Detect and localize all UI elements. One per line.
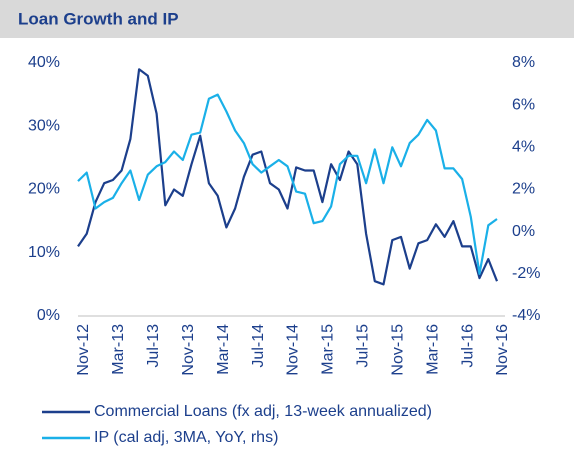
x-tick-label: Mar-13 xyxy=(110,324,127,375)
x-tick-label: Jul-16 xyxy=(459,324,476,368)
y2-tick-label: 2% xyxy=(512,181,535,198)
x-tick-label: Mar-15 xyxy=(320,324,337,375)
x-tick-label: Jul-15 xyxy=(355,324,372,368)
x-tick-label: Nov-13 xyxy=(180,324,197,376)
x-tick-label: Nov-15 xyxy=(389,324,406,376)
title-bar xyxy=(0,0,574,38)
y2-tick-label: -4% xyxy=(512,307,540,324)
y-tick-label: 30% xyxy=(28,117,60,134)
y2-tick-label: 8% xyxy=(512,54,535,71)
y2-tick-label: 0% xyxy=(512,223,535,240)
x-tick-label: Mar-14 xyxy=(215,324,232,375)
x-tick-label: Nov-16 xyxy=(494,324,511,376)
chart-title: Loan Growth and IP xyxy=(18,9,179,28)
x-tick-label: Jul-14 xyxy=(250,324,267,368)
x-tick-label: Mar-16 xyxy=(424,324,441,375)
y-tick-label: 0% xyxy=(37,307,60,324)
legend-label: Commercial Loans (fx adj, 13-week annual… xyxy=(94,403,432,420)
y2-tick-label: -2% xyxy=(512,265,540,282)
y-tick-label: 40% xyxy=(28,54,60,71)
legend-label: IP (cal adj, 3MA, YoY, rhs) xyxy=(94,429,278,446)
x-tick-label: Jul-13 xyxy=(145,324,162,368)
y-tick-label: 20% xyxy=(28,181,60,198)
series-line xyxy=(77,68,499,286)
y2-tick-label: 6% xyxy=(512,96,535,113)
x-tick-label: Nov-12 xyxy=(75,324,92,376)
x-tick-label: Nov-14 xyxy=(285,324,302,376)
y-tick-label: 10% xyxy=(28,244,60,261)
y2-tick-label: 4% xyxy=(512,139,535,156)
series-line xyxy=(77,93,498,275)
